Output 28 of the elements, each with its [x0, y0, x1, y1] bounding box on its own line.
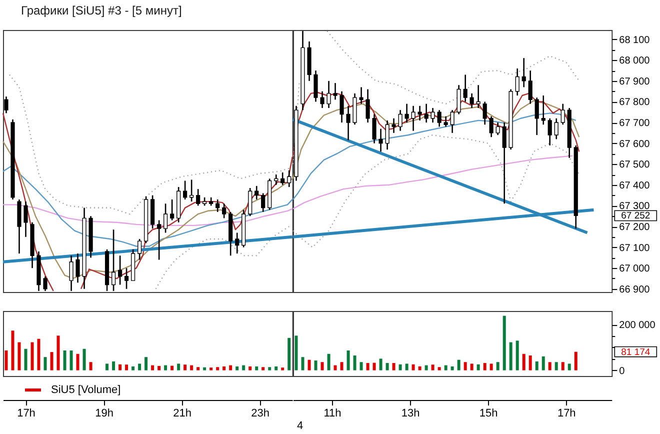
- y-tick-label: 67 900: [619, 76, 650, 88]
- y-tick-label: 67 200: [619, 222, 650, 233]
- y-tick-label: 68 000: [619, 56, 650, 67]
- y-tick-label: 67 700: [619, 118, 650, 130]
- x-tick-label: 15h: [479, 408, 498, 420]
- x-tick-label: 11h: [324, 408, 342, 420]
- y-tick-label: 68 100: [619, 34, 650, 46]
- x-tick-label: 21h: [173, 408, 192, 420]
- x-tick-label: 17h: [17, 408, 36, 420]
- text: 81 174: [621, 346, 650, 358]
- y-tick-label: 67 600: [619, 138, 650, 150]
- x-tick-label: 13h: [401, 408, 420, 420]
- y-tick-label: 67 800: [619, 97, 650, 108]
- x-tick-label: 23h: [251, 408, 270, 420]
- x-tick-label: 19h: [95, 408, 114, 420]
- y-tick-label: 67 500: [619, 160, 650, 171]
- text: 4: [297, 420, 304, 432]
- y-tick-label: 66 900: [619, 284, 650, 296]
- y-tick-label: 0: [619, 366, 626, 377]
- chart-title: Графики [SiU5] #3 - [5 минут]: [21, 4, 182, 18]
- y-tick-label: 67 100: [619, 242, 650, 254]
- y-tick-label: 67 400: [619, 180, 650, 192]
- y-tick-label: 67 000: [619, 264, 650, 275]
- text: 67 252: [621, 210, 650, 222]
- y-tick-label: 200 000: [619, 320, 656, 332]
- y-tick-label: 67 300: [619, 201, 650, 212]
- x-tick-label: 17h: [557, 408, 576, 420]
- legend-label: SiU5 [Volume]: [51, 384, 121, 396]
